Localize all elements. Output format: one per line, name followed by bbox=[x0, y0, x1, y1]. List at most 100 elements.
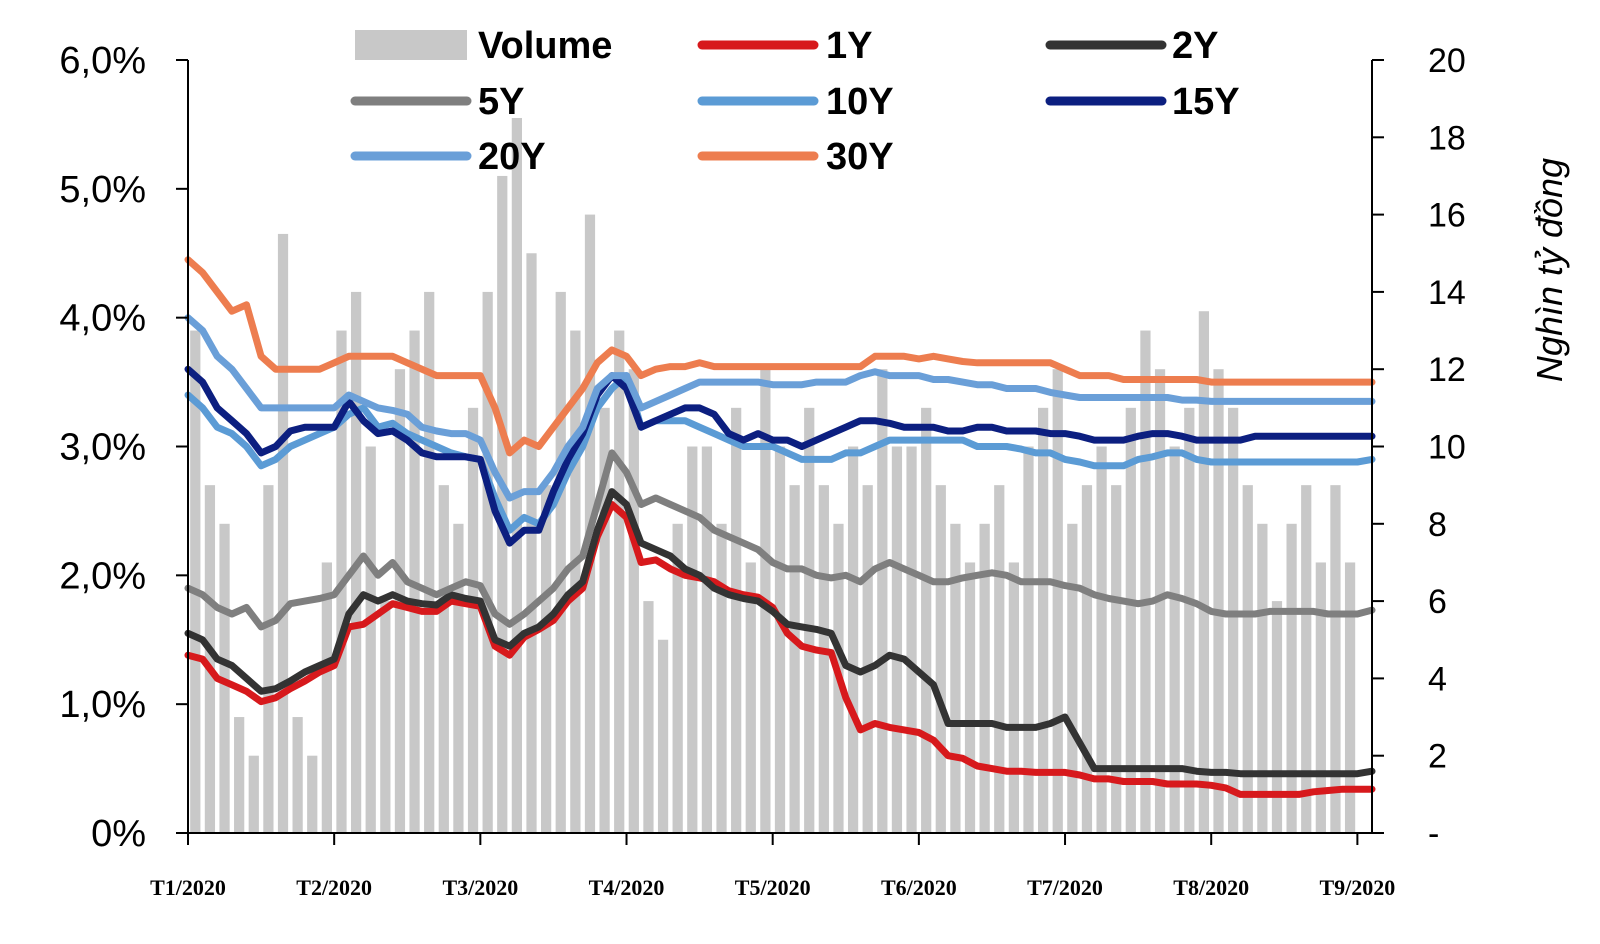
right-axis-ticks: - 2 4 6 8 10 12 14 16 18 20 bbox=[1372, 42, 1466, 853]
volume-bar bbox=[1008, 562, 1019, 833]
volume-bar bbox=[979, 523, 990, 833]
volume-bar bbox=[541, 485, 552, 833]
volume-bar bbox=[511, 117, 523, 834]
volume-bar bbox=[614, 330, 625, 833]
volume-bar bbox=[1184, 407, 1195, 833]
volume-bar bbox=[950, 523, 961, 833]
volume-bar bbox=[1037, 407, 1049, 833]
volume-bar bbox=[716, 523, 727, 833]
volume-bar bbox=[774, 446, 786, 833]
volume-bar bbox=[731, 407, 742, 833]
legend: Volume 1Y 2Y 5Y 10Y 15Y 20Y 30Y bbox=[350, 25, 1240, 178]
series-line-30y bbox=[184, 256, 1376, 457]
legend-label-15y: 15Y bbox=[1172, 81, 1240, 123]
volume-bar bbox=[1052, 369, 1063, 833]
legend-label-20y: 20Y bbox=[478, 136, 546, 178]
x-tick-label: T7/2020 bbox=[1027, 875, 1103, 900]
legend-label-2y: 2Y bbox=[1172, 25, 1218, 67]
volume-bar bbox=[307, 755, 318, 833]
volume-bar bbox=[1242, 485, 1253, 833]
right-axis-label: Nghìn tỷ đồng bbox=[1529, 158, 1570, 382]
volume-bar bbox=[1286, 523, 1297, 833]
series-line-15y bbox=[184, 365, 1376, 547]
right-tick-label: 16 bbox=[1428, 197, 1466, 235]
volume-bar bbox=[190, 330, 201, 833]
volume-bar bbox=[862, 485, 873, 833]
volume-bar bbox=[804, 407, 815, 833]
volume-bar bbox=[628, 369, 639, 833]
legend-label-30y: 30Y bbox=[826, 136, 894, 178]
volume-bar bbox=[482, 291, 493, 833]
right-tick-label: 6 bbox=[1428, 583, 1447, 621]
volume-bar bbox=[234, 717, 245, 833]
volume-bars bbox=[190, 117, 1356, 834]
volume-bar bbox=[248, 755, 259, 833]
volume-bar bbox=[424, 291, 435, 833]
left-tick-label: 1,0% bbox=[59, 684, 146, 726]
left-tick-label: 5,0% bbox=[59, 169, 146, 211]
x-tick-label: T4/2020 bbox=[589, 875, 665, 900]
left-tick-label: 3,0% bbox=[59, 427, 146, 469]
volume-bar bbox=[453, 523, 464, 833]
left-tick-label: 2,0% bbox=[59, 555, 146, 597]
volume-bar bbox=[906, 446, 917, 833]
right-tick-label: 10 bbox=[1428, 429, 1466, 467]
volume-bar bbox=[877, 369, 888, 833]
x-tick-label: T5/2020 bbox=[735, 875, 811, 900]
volume-bar bbox=[1081, 485, 1093, 833]
series-line-5y bbox=[184, 449, 1376, 631]
volume-bar bbox=[964, 562, 976, 833]
x-tick-label: T2/2020 bbox=[296, 875, 372, 900]
volume-bar bbox=[365, 446, 376, 833]
volume-bar bbox=[818, 485, 829, 833]
volume-bar bbox=[672, 523, 683, 833]
volume-bar bbox=[1315, 562, 1326, 833]
yield-series-lines bbox=[184, 256, 1376, 798]
right-tick-label: 20 bbox=[1428, 42, 1466, 80]
x-tick-label: T6/2020 bbox=[881, 875, 957, 900]
right-tick-label: 14 bbox=[1428, 274, 1466, 312]
series-line-20y bbox=[184, 314, 1376, 502]
left-tick-label: 6,0% bbox=[59, 40, 146, 82]
right-tick-label: - bbox=[1428, 815, 1439, 853]
series-line-2y bbox=[184, 488, 1376, 778]
volume-bar bbox=[1213, 369, 1224, 833]
volume-bar bbox=[1198, 311, 1210, 834]
volume-bar bbox=[570, 330, 581, 833]
volume-bar bbox=[891, 446, 903, 833]
x-axis-ticks: T1/2020 T2/2020 T3/2020 T4/2020 T5/2020 T6/20… bbox=[150, 833, 1395, 900]
volume-bar bbox=[643, 601, 654, 833]
volume-bar bbox=[1140, 330, 1151, 833]
volume-bar bbox=[994, 485, 1005, 833]
volume-bar bbox=[263, 485, 274, 833]
x-tick-label: T8/2020 bbox=[1173, 875, 1249, 900]
right-tick-label: 8 bbox=[1428, 506, 1447, 544]
volume-bar bbox=[1096, 446, 1107, 833]
volume-bar bbox=[847, 446, 859, 833]
volume-bar bbox=[497, 175, 508, 833]
volume-bar bbox=[1301, 485, 1312, 833]
volume-bar bbox=[1111, 485, 1122, 833]
volume-bar bbox=[1344, 562, 1356, 833]
volume-bar bbox=[745, 562, 756, 833]
volume-bar bbox=[701, 446, 713, 833]
legend-label-volume: Volume bbox=[478, 25, 612, 67]
series-line-10y bbox=[184, 372, 1376, 534]
volume-bar bbox=[1125, 407, 1136, 833]
legend-swatch-volume bbox=[355, 30, 467, 60]
volume-bar bbox=[599, 407, 610, 833]
volume-bar bbox=[204, 485, 216, 833]
volume-bar bbox=[789, 485, 800, 833]
legend-label-1y: 1Y bbox=[826, 25, 872, 67]
volume-bar bbox=[380, 601, 391, 833]
left-tick-label: 4,0% bbox=[59, 298, 146, 340]
volume-bar bbox=[921, 407, 932, 833]
volume-bar bbox=[277, 233, 289, 834]
volume-bar bbox=[687, 446, 698, 833]
volume-bar bbox=[467, 407, 479, 833]
volume-bar bbox=[1228, 407, 1239, 833]
volume-bar bbox=[1330, 485, 1341, 833]
left-tick-label: 0% bbox=[91, 813, 146, 855]
volume-bar bbox=[1023, 446, 1034, 833]
